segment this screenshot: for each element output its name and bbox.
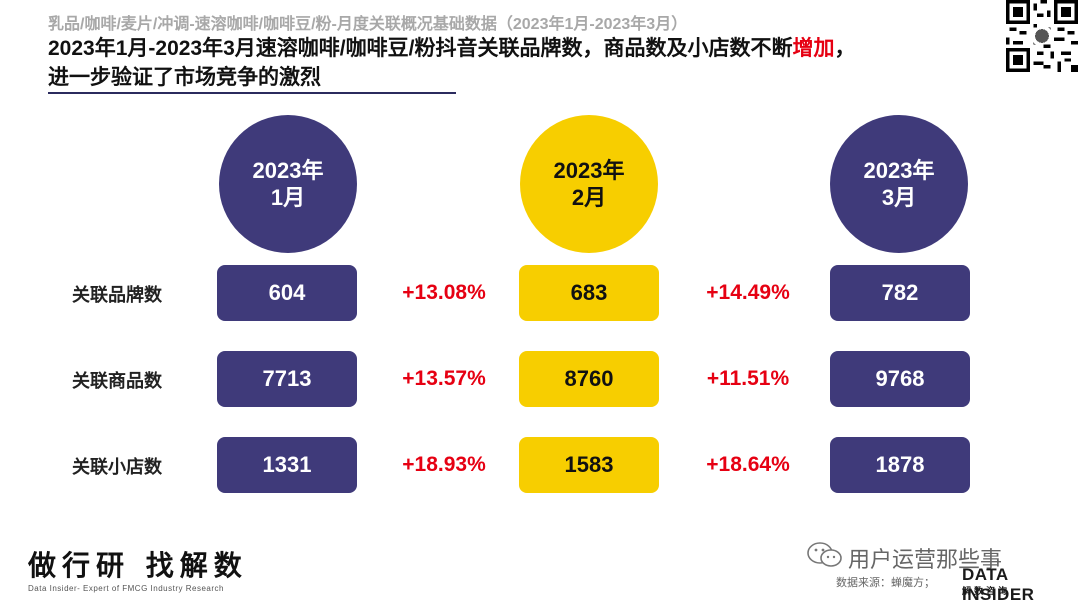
value-brands-feb: 683 bbox=[519, 265, 659, 321]
row-label-products: 关联商品数 bbox=[72, 371, 162, 391]
value-stores-jan: 1331 bbox=[217, 437, 357, 493]
row-label-brands: 关联品牌数 bbox=[72, 285, 162, 305]
change-products-feb-mar: +11.51% bbox=[706, 367, 790, 390]
value-brands-mar: 782 bbox=[830, 265, 970, 321]
month-label: 3月 bbox=[881, 185, 917, 210]
month-circle-jan: 2023年 1月 bbox=[219, 115, 357, 253]
month-year-label: 2023年 bbox=[553, 158, 625, 183]
page-subtitle: 乳品/咖啡/麦片/冲调-速溶咖啡/咖啡豆/粉-月度关联概况基础数据（2023年1… bbox=[48, 16, 688, 33]
headline-highlight: 增加 bbox=[792, 37, 835, 60]
headline-underline bbox=[48, 92, 456, 94]
logo-subtext: 解数咨询 bbox=[962, 586, 1011, 596]
headline-comma: ， bbox=[834, 37, 856, 60]
month-year-label: 2023年 bbox=[863, 158, 935, 183]
page-headline: 2023年1月-2023年3月速溶咖啡/咖啡豆/粉抖音关联品牌数，商品数及小店数… bbox=[48, 34, 948, 92]
month-label: 1月 bbox=[270, 185, 306, 210]
month-year-label: 2023年 bbox=[252, 158, 324, 183]
value-stores-feb: 1583 bbox=[519, 437, 659, 493]
value-brands-jan: 604 bbox=[217, 265, 357, 321]
change-stores-jan-feb: +18.93% bbox=[402, 453, 486, 476]
change-brands-feb-mar: +14.49% bbox=[706, 281, 790, 304]
value-stores-mar: 1878 bbox=[830, 437, 970, 493]
qr-code-icon bbox=[1006, 0, 1078, 72]
brand-slogan: 做行研 找解数 bbox=[28, 549, 248, 582]
month-circle-feb: 2023年 2月 bbox=[520, 115, 658, 253]
month-label: 2月 bbox=[571, 185, 607, 210]
wechat-watermark: 用户运营那些事 bbox=[806, 541, 1002, 575]
value-products-jan: 7713 bbox=[217, 351, 357, 407]
value-products-mar: 9768 bbox=[830, 351, 970, 407]
wechat-icon bbox=[806, 541, 844, 575]
value-products-feb: 8760 bbox=[519, 351, 659, 407]
brand-tagline: Data Insider- Expert of FMCG Industry Re… bbox=[28, 584, 224, 593]
headline-line2: 进一步验证了市场竞争的激烈 bbox=[48, 66, 321, 89]
change-brands-jan-feb: +13.08% bbox=[402, 281, 486, 304]
data-insider-logo: DATA INSIDER 解数咨询 bbox=[962, 565, 1080, 605]
change-products-jan-feb: +13.57% bbox=[402, 367, 486, 390]
wechat-account-name: 用户运营那些事 bbox=[848, 547, 1003, 572]
change-stores-feb-mar: +18.64% bbox=[706, 453, 790, 476]
month-circle-mar: 2023年 3月 bbox=[830, 115, 968, 253]
logo-text: DATA INSIDER bbox=[962, 565, 1035, 604]
row-label-stores: 关联小店数 bbox=[72, 457, 162, 477]
data-source: 数据来源：蝉魔方； bbox=[836, 577, 935, 589]
headline-text: 2023年1月-2023年3月速溶咖啡/咖啡豆/粉抖音关联品牌数，商品数及小店数… bbox=[48, 37, 793, 60]
